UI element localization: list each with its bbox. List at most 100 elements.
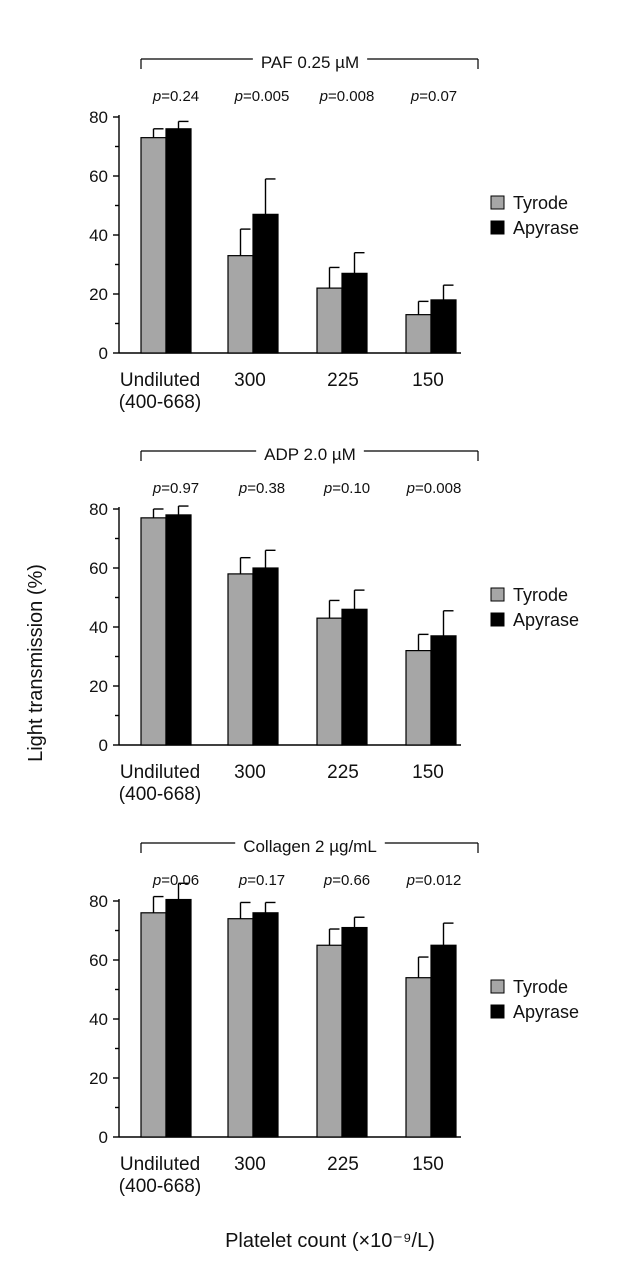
y-tick-label: 80 — [89, 108, 108, 127]
y-tick-label: 0 — [99, 1128, 108, 1147]
legend-label-tyrode: Tyrode — [513, 585, 568, 605]
y-tick-label: 60 — [89, 951, 108, 970]
p-symbol: p — [234, 88, 243, 105]
bar-tyrode-3 — [316, 944, 343, 1138]
y-tick-label: 40 — [89, 618, 108, 637]
p-value: =0.008 — [415, 480, 461, 497]
category-sublabel: (400-668) — [119, 784, 201, 805]
legend-swatch-tyrode — [490, 587, 505, 602]
y-tick-label: 20 — [89, 677, 108, 696]
legend-label-apyrase: Apyrase — [513, 610, 579, 630]
legend-swatch-apyrase — [490, 612, 505, 627]
bar-apyrase-2 — [252, 912, 279, 1138]
x-axis-label: Platelet count (×10⁻⁹/L) — [225, 1230, 435, 1252]
category-label: 225 — [327, 370, 359, 391]
p-symbol: p — [406, 872, 415, 889]
p-symbol: p — [319, 88, 328, 105]
bar-apyrase-3 — [341, 272, 368, 354]
bar-tyrode-4 — [405, 314, 432, 354]
p-symbol: p — [238, 872, 247, 889]
p-value-label: p=0.012 — [406, 872, 462, 889]
p-value: =0.012 — [415, 872, 461, 889]
category-label: Undiluted — [120, 1154, 200, 1175]
legend-label-apyrase: Apyrase — [513, 218, 579, 238]
category-label: 300 — [234, 370, 266, 391]
p-symbol: p — [238, 480, 247, 497]
legend-swatch-apyrase — [490, 1004, 505, 1019]
bar-apyrase-3 — [341, 608, 368, 746]
y-tick-label: 40 — [89, 226, 108, 245]
category-label: 225 — [327, 762, 359, 783]
bar-tyrode-2 — [227, 918, 254, 1138]
p-symbol: p — [152, 88, 161, 105]
p-value: =0.97 — [161, 480, 199, 497]
y-tick-label: 80 — [89, 892, 108, 911]
bar-tyrode-4 — [405, 977, 432, 1138]
category-label: 150 — [412, 370, 444, 391]
p-value-label: p=0.06 — [152, 872, 199, 889]
bar-apyrase-4 — [430, 944, 457, 1138]
p-value-label: p=0.97 — [152, 480, 199, 497]
legend-swatch-tyrode — [490, 195, 505, 210]
p-symbol: p — [323, 480, 332, 497]
p-value: =0.66 — [332, 872, 370, 889]
p-symbol: p — [152, 480, 161, 497]
bar-apyrase-1 — [165, 898, 192, 1138]
y-tick-label: 20 — [89, 1069, 108, 1088]
legend-label-tyrode: Tyrode — [513, 193, 568, 213]
y-tick-label: 40 — [89, 1010, 108, 1029]
p-value-label: p=0.66 — [323, 872, 370, 889]
y-axis-label: Light transmission (%) — [25, 564, 47, 762]
p-value-label: p=0.07 — [410, 88, 457, 105]
y-tick-label: 0 — [99, 344, 108, 363]
p-value-label: p=0.17 — [238, 872, 285, 889]
category-label: Undiluted — [120, 762, 200, 783]
bar-tyrode-1 — [140, 137, 167, 354]
y-tick-label: 0 — [99, 736, 108, 755]
p-value: =0.06 — [161, 872, 199, 889]
p-symbol: p — [406, 480, 415, 497]
category-label: Undiluted — [120, 370, 200, 391]
p-value-label: p=0.005 — [234, 88, 290, 105]
y-tick-label: 80 — [89, 500, 108, 519]
p-value-label: p=0.38 — [238, 480, 285, 497]
legend-swatch-apyrase — [490, 220, 505, 235]
category-label: 150 — [412, 762, 444, 783]
p-value: =0.07 — [419, 88, 457, 105]
bar-tyrode-3 — [316, 617, 343, 746]
category-label: 300 — [234, 762, 266, 783]
p-value-label: p=0.008 — [406, 480, 462, 497]
p-value: =0.10 — [332, 480, 370, 497]
p-value: =0.17 — [247, 872, 285, 889]
y-tick-label: 60 — [89, 559, 108, 578]
bar-apyrase-4 — [430, 635, 457, 746]
panel-title: ADP 2.0 µM — [264, 445, 356, 464]
p-value: =0.38 — [247, 480, 285, 497]
p-symbol: p — [410, 88, 419, 105]
bar-tyrode-2 — [227, 573, 254, 746]
p-symbol: p — [323, 872, 332, 889]
legend-label-tyrode: Tyrode — [513, 977, 568, 997]
legend-swatch-tyrode — [490, 979, 505, 994]
panel-title: PAF 0.25 µM — [261, 53, 359, 72]
bar-tyrode-1 — [140, 912, 167, 1138]
category-sublabel: (400-668) — [119, 1176, 201, 1197]
panel-title: Collagen 2 µg/mL — [243, 837, 377, 856]
category-label: 300 — [234, 1154, 266, 1175]
p-symbol: p — [152, 872, 161, 889]
bar-apyrase-1 — [165, 128, 192, 354]
p-value: =0.005 — [243, 88, 289, 105]
bar-apyrase-2 — [252, 567, 279, 746]
y-tick-label: 20 — [89, 285, 108, 304]
bar-apyrase-2 — [252, 213, 279, 354]
bar-tyrode-4 — [405, 650, 432, 746]
p-value-label: p=0.24 — [152, 88, 199, 105]
y-tick-label: 60 — [89, 167, 108, 186]
bar-tyrode-3 — [316, 287, 343, 354]
p-value-label: p=0.008 — [319, 88, 375, 105]
